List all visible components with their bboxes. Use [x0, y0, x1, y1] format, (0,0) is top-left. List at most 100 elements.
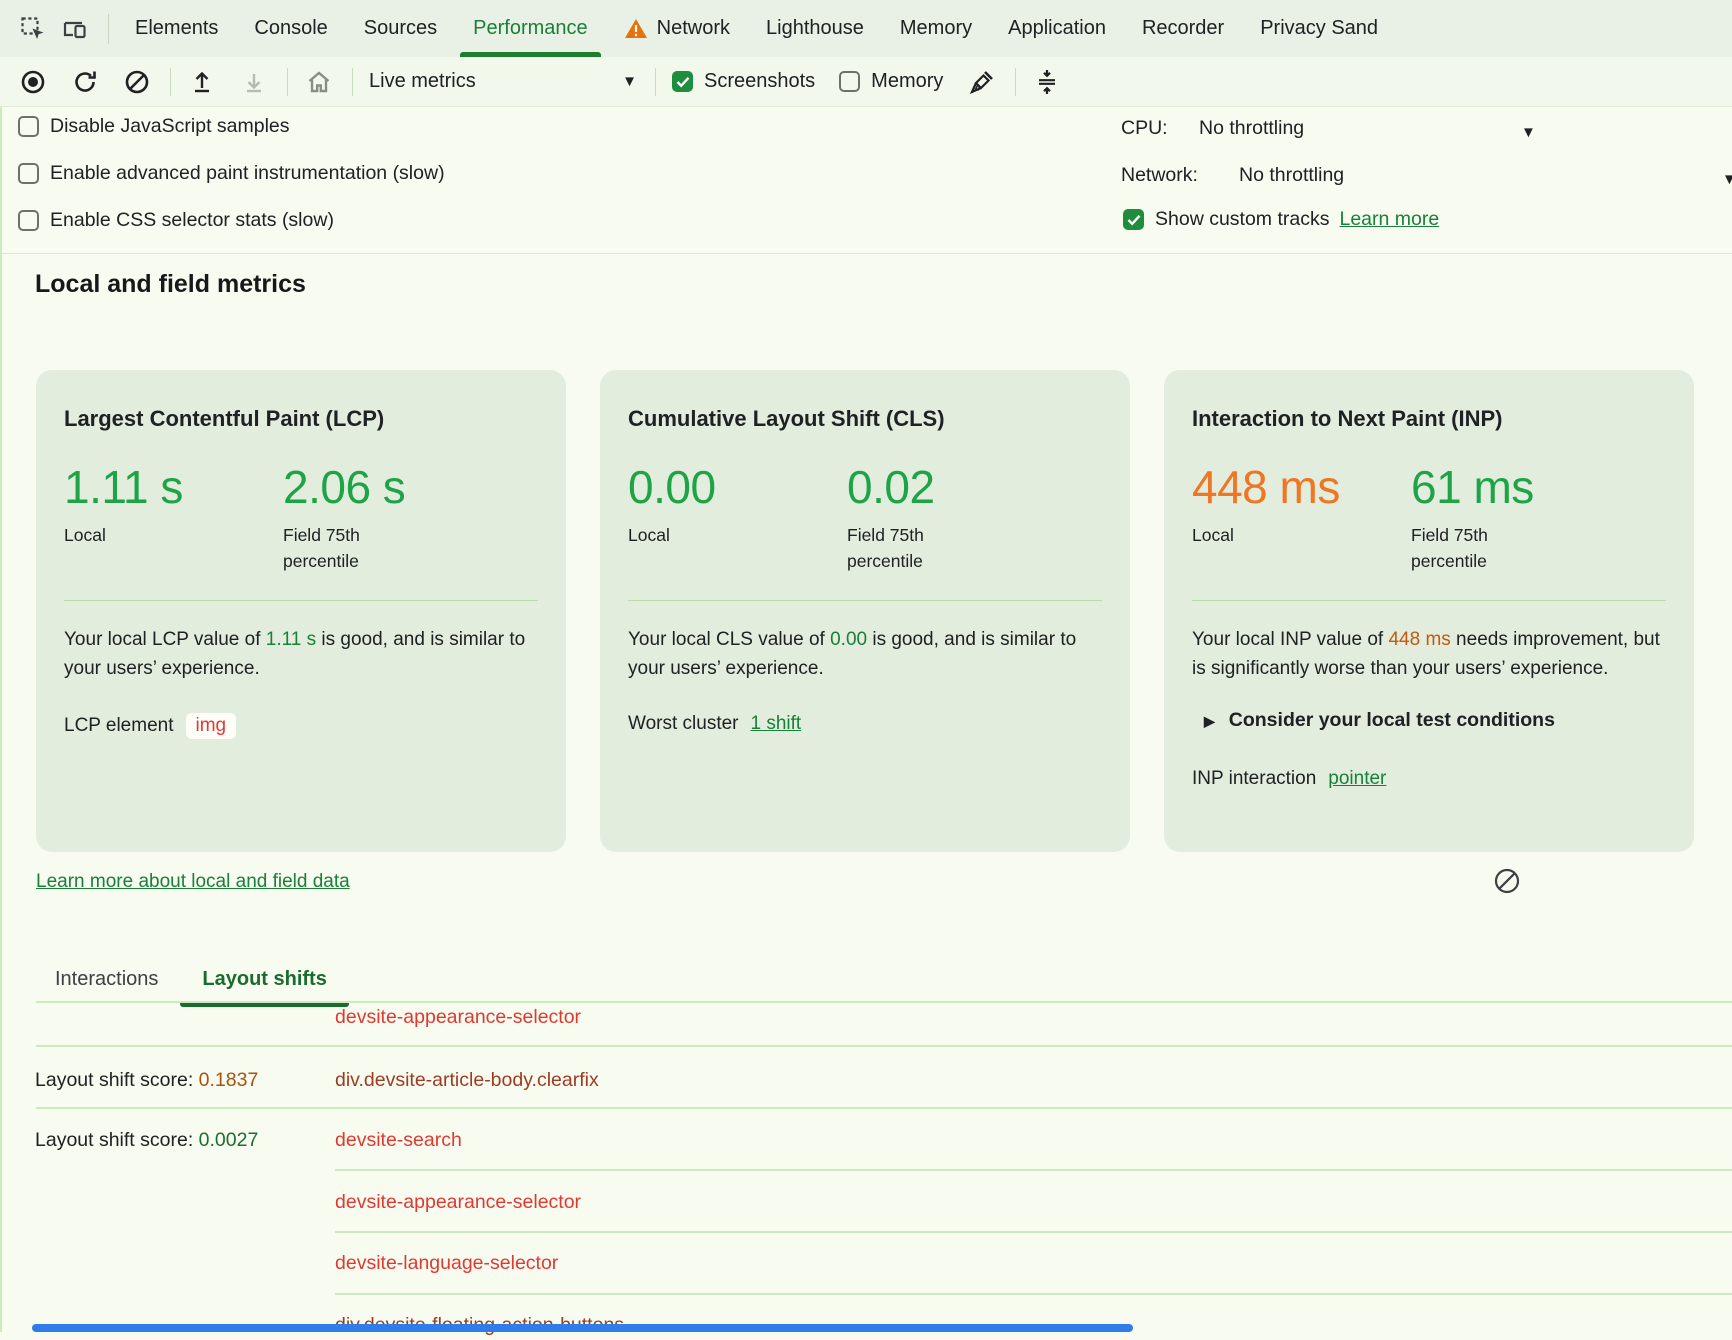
divider — [655, 68, 656, 96]
cls-card-title: Cumulative Layout Shift (CLS) — [628, 406, 1102, 432]
checkbox-label: Disable JavaScript samples — [50, 115, 290, 138]
tab-console[interactable]: Console — [236, 0, 345, 57]
warning-icon — [624, 18, 648, 40]
upload-icon — [188, 68, 216, 96]
panel-edge — [0, 107, 2, 1332]
tab-elements[interactable]: Elements — [117, 0, 236, 57]
collect-garbage-button[interactable] — [967, 67, 997, 97]
tab-memory[interactable]: Memory — [882, 0, 990, 57]
shift-element-link[interactable]: div.devsite-article-body.clearfix — [335, 1069, 599, 1092]
inp-interaction-link[interactable]: pointer — [1328, 768, 1386, 790]
network-label: Network: — [1121, 164, 1239, 187]
chevron-down-icon[interactable]: ▼ — [1722, 172, 1732, 187]
reload-record-button[interactable] — [70, 67, 100, 97]
description-text: Your local INP value of — [1192, 629, 1388, 650]
shift-element-link[interactable]: devsite-appearance-selector — [335, 1006, 581, 1029]
tab-interactions[interactable]: Interactions — [33, 955, 180, 1003]
tab-recorder[interactable]: Recorder — [1124, 0, 1242, 57]
learn-more-link[interactable]: Learn more — [1339, 208, 1439, 231]
device-toolbar-button[interactable] — [58, 12, 92, 46]
lcp-element-chip[interactable]: img — [186, 713, 237, 739]
checkbox-unchecked-icon — [18, 116, 39, 137]
cls-description: Your local CLS value of 0.00 is good, an… — [628, 625, 1102, 683]
layout-shift-row[interactable]: devsite-appearance-selector — [35, 1002, 1732, 1032]
upload-profile-button[interactable] — [187, 67, 217, 97]
tab-label: Elements — [135, 17, 218, 40]
screenshots-checkbox[interactable]: Screenshots — [672, 70, 815, 93]
show-custom-tracks-checkbox[interactable]: Show custom tracks Learn more — [1123, 208, 1439, 231]
disable-js-samples-checkbox[interactable]: Disable JavaScript samples — [18, 115, 290, 138]
tab-layout-shifts[interactable]: Layout shifts — [180, 955, 348, 1003]
memory-label: Memory — [871, 70, 943, 93]
advanced-paint-instrumentation-checkbox[interactable]: Enable advanced paint instrumentation (s… — [18, 162, 445, 185]
network-throttling-row: Network: No throttling — [1121, 164, 1344, 187]
capture-settings-panel: Disable JavaScript samples Enable advanc… — [0, 107, 1732, 254]
shift-element-link[interactable]: devsite-search — [335, 1129, 462, 1152]
score-value: 0.0027 — [199, 1129, 259, 1151]
download-profile-button[interactable] — [239, 67, 269, 97]
chevron-down-icon[interactable]: ▼ — [1521, 125, 1536, 140]
show-custom-tracks-label: Show custom tracks — [1155, 208, 1329, 231]
shift-element-link[interactable]: devsite-appearance-selector — [335, 1191, 581, 1214]
tab-performance[interactable]: Performance — [455, 0, 606, 57]
layout-shift-row[interactable]: devsite-appearance-selector — [35, 1187, 1732, 1217]
section-heading: Local and field metrics — [35, 270, 306, 299]
horizontal-scrollbar-thumb[interactable] — [32, 1324, 1133, 1332]
panel-mode-select[interactable]: Live metrics ▼ — [369, 70, 637, 93]
tab-label: Application — [1008, 17, 1106, 40]
shift-element-link[interactable]: devsite-language-selector — [335, 1252, 558, 1275]
divider — [335, 1231, 1732, 1233]
home-button[interactable] — [304, 67, 334, 97]
divider — [36, 1045, 1732, 1047]
divider — [108, 14, 109, 44]
tab-label: Performance — [473, 17, 588, 40]
score-cell: Layout shift score: 0.1837 — [35, 1069, 335, 1092]
tab-sources[interactable]: Sources — [346, 0, 455, 57]
local-label: Local — [628, 522, 818, 548]
local-test-conditions-disclosure[interactable]: ▶ Consider your local test conditions — [1192, 709, 1666, 732]
score-value: 0.1837 — [199, 1069, 259, 1091]
cls-card: Cumulative Layout Shift (CLS) 0.00 Local… — [600, 370, 1130, 852]
divider — [36, 1107, 1732, 1109]
clear-button[interactable] — [122, 67, 152, 97]
tab-label: Interactions — [55, 968, 158, 991]
local-label: Local — [64, 522, 254, 548]
description-text: Your local CLS value of — [628, 629, 830, 650]
block-icon — [1492, 866, 1522, 896]
lcp-card: Largest Contentful Paint (LCP) 1.11 s Lo… — [36, 370, 566, 852]
inp-field-value: 61 ms — [1411, 462, 1541, 512]
tab-network[interactable]: Network — [606, 0, 748, 57]
layout-shift-row[interactable]: Layout shift score: 0.1837 div.devsite-a… — [35, 1065, 1732, 1095]
performance-toolbar: Live metrics ▼ Screenshots Memory — [0, 57, 1732, 107]
cpu-throttling-select[interactable]: No throttling — [1199, 117, 1304, 140]
clear-log-button[interactable] — [1492, 866, 1522, 896]
inp-inline-value: 448 ms — [1388, 629, 1450, 650]
divider — [335, 1169, 1732, 1171]
lcp-field-value: 2.06 s — [283, 462, 413, 512]
collapse-sections-button[interactable] — [1032, 67, 1062, 97]
checkbox-checked-icon — [1123, 209, 1144, 230]
inspect-element-button[interactable] — [16, 12, 50, 46]
gc-icon — [968, 68, 996, 96]
memory-checkbox[interactable]: Memory — [839, 70, 943, 93]
network-throttling-select[interactable]: No throttling — [1239, 164, 1344, 187]
disclosure-label: Consider your local test conditions — [1229, 709, 1555, 732]
record-icon — [19, 68, 47, 96]
record-button[interactable] — [18, 67, 48, 97]
inp-local-value: 448 ms — [1192, 462, 1382, 512]
tab-privacy-sandbox[interactable]: Privacy Sand — [1242, 0, 1396, 57]
worst-cluster-link[interactable]: 1 shift — [751, 713, 802, 735]
tab-lighthouse[interactable]: Lighthouse — [748, 0, 882, 57]
score-label: Layout shift score: — [35, 1129, 199, 1151]
divider — [287, 68, 288, 96]
cpu-label: CPU: — [1121, 117, 1199, 140]
cls-local-value: 0.00 — [628, 462, 818, 512]
css-selector-stats-checkbox[interactable]: Enable CSS selector stats (slow) — [18, 209, 334, 232]
devtools-tab-bar: Elements Console Sources Performance Net… — [0, 0, 1732, 57]
divider — [1015, 68, 1016, 96]
tab-application[interactable]: Application — [990, 0, 1124, 57]
layout-shift-row[interactable]: Layout shift score: 0.0027 devsite-searc… — [35, 1125, 1732, 1155]
divider — [335, 1293, 1732, 1295]
learn-more-field-data-link[interactable]: Learn more about local and field data — [36, 871, 350, 893]
layout-shift-row[interactable]: devsite-language-selector — [35, 1248, 1732, 1278]
